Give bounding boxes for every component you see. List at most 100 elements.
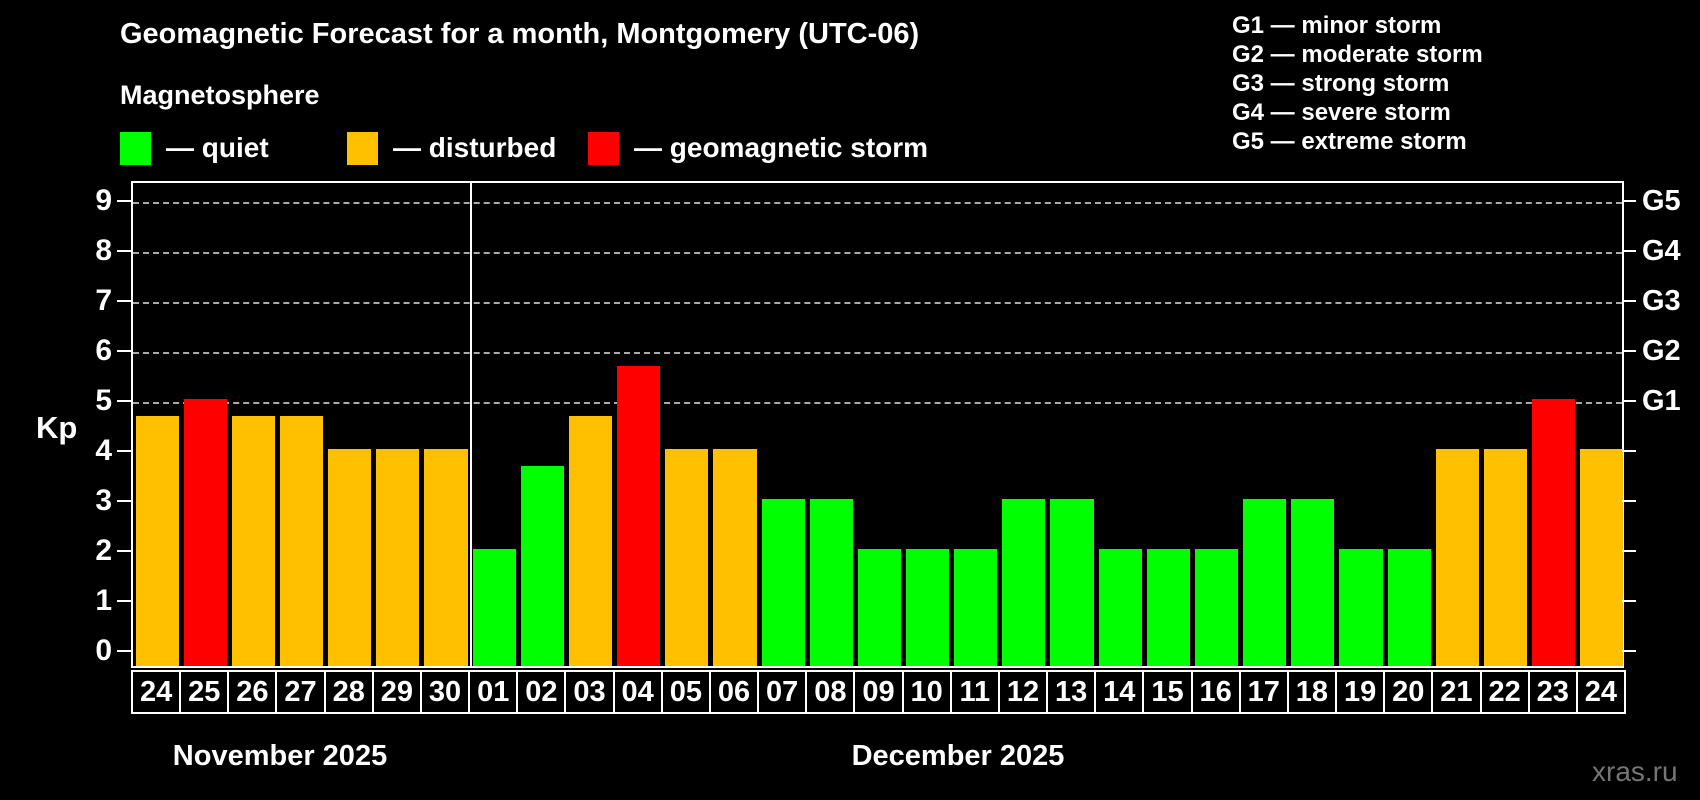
day-label: 03	[564, 670, 615, 714]
kp-bar-quiet	[1387, 549, 1431, 666]
bar-slot	[229, 183, 277, 666]
legend-item-disturbed: — disturbed	[347, 131, 556, 165]
bar-slot	[855, 183, 903, 666]
disturbed-color-swatch	[347, 131, 378, 165]
kp-bar-quiet	[1194, 549, 1239, 666]
day-label: 19	[1335, 670, 1386, 714]
day-label: 27	[275, 670, 326, 714]
kp-bar-disturbed	[1580, 449, 1624, 666]
bar-slot	[1481, 183, 1529, 666]
g-scale-label-g4: G4	[1642, 235, 1681, 267]
kp-bar-quiet	[472, 549, 516, 666]
g-scale-label-g2: G2	[1642, 335, 1681, 367]
bar-slot	[133, 183, 181, 666]
bar-slot	[518, 183, 566, 666]
kp-bar-quiet	[1146, 549, 1190, 666]
g-scale-label-g3: G3	[1642, 285, 1681, 317]
bar-slot	[1289, 183, 1337, 666]
gridline-g3	[133, 302, 1622, 304]
day-label: 11	[949, 670, 1000, 714]
kp-bar-quiet	[1098, 549, 1142, 666]
bar-slot	[326, 183, 374, 666]
kp-bar-storm	[1532, 399, 1576, 666]
gridline-g2	[133, 352, 1622, 354]
kp-tick-label: 3	[95, 484, 112, 517]
quiet-color-swatch	[120, 131, 151, 165]
kp-tick-label: 9	[95, 184, 112, 217]
day-label: 16	[1190, 670, 1241, 714]
bar-slot	[1000, 183, 1048, 666]
kp-bar-disturbed	[279, 415, 324, 666]
kp-bar-disturbed	[1435, 449, 1479, 666]
kp-bar-disturbed	[231, 415, 275, 666]
day-label: 13	[1046, 670, 1097, 714]
kp-bar-disturbed	[424, 449, 468, 666]
bar-slot	[711, 183, 759, 666]
bar-slot	[1096, 183, 1144, 666]
storm-color-swatch	[588, 131, 619, 165]
bar-slot	[277, 183, 325, 666]
bar-slot	[904, 183, 952, 666]
bars-layer	[133, 183, 1624, 666]
right-axis-tick	[1622, 300, 1636, 302]
storm-scale-legend-line: G5 — extreme storm	[1232, 128, 1467, 155]
kp-bar-disturbed	[665, 449, 709, 666]
day-label: 20	[1383, 670, 1434, 714]
chart-title: Geomagnetic Forecast for a month, Montgo…	[120, 18, 920, 50]
g-scale-label-g5: G5	[1642, 185, 1681, 217]
day-label: 12	[997, 670, 1049, 714]
bar-slot	[663, 183, 711, 666]
left-axis-tick	[117, 250, 131, 252]
bar-slot	[952, 183, 1000, 666]
day-label: 14	[1094, 670, 1145, 714]
kp-bar-storm	[617, 365, 661, 666]
gridline-g5	[133, 202, 1622, 204]
bar-slot	[615, 183, 663, 666]
kp-bar-quiet	[809, 499, 853, 666]
kp-bar-quiet	[906, 549, 950, 666]
left-axis-tick	[117, 600, 131, 602]
bar-slot	[1241, 183, 1289, 666]
month-label-december: December 2025	[851, 740, 1065, 772]
right-axis-tick	[1622, 550, 1636, 552]
day-label: 04	[612, 670, 663, 714]
bar-slot	[1433, 183, 1481, 666]
right-axis-tick	[1622, 400, 1636, 402]
kp-bar-quiet	[1050, 499, 1094, 666]
right-axis-tick	[1622, 450, 1636, 452]
g-scale-label-g1: G1	[1642, 385, 1681, 417]
day-label: 06	[708, 670, 760, 714]
left-axis-tick	[117, 200, 131, 202]
day-label: 26	[227, 670, 278, 714]
day-label: 30	[419, 670, 471, 714]
bar-slot	[807, 183, 855, 666]
bar-slot	[1048, 183, 1096, 666]
bar-slot	[1337, 183, 1385, 666]
left-axis-tick	[117, 550, 131, 552]
bar-slot	[181, 183, 229, 666]
legend-label-disturbed: — disturbed	[393, 132, 557, 163]
watermark: xras.ru	[1592, 756, 1678, 787]
left-axis-tick	[117, 400, 131, 402]
day-label: 05	[660, 670, 711, 714]
y-axis-title: Kp	[36, 410, 78, 445]
bar-slot	[1144, 183, 1192, 666]
kp-bar-quiet	[1243, 499, 1287, 666]
kp-tick-label: 7	[95, 284, 112, 317]
kp-bar-disturbed	[328, 449, 372, 666]
day-label: 23	[1527, 670, 1578, 714]
day-labels-row: 24 25 26 27 28 29 30 01 02 03 04 05 06 07 08 09 10 11 12 13…	[131, 670, 1626, 714]
left-axis-tick	[117, 350, 131, 352]
bar-slot	[566, 183, 614, 666]
kp-bar-disturbed	[135, 415, 179, 666]
storm-scale-legend-line: G3 — strong storm	[1232, 70, 1450, 97]
left-axis-tick	[117, 450, 131, 452]
kp-tick-label: 5	[95, 384, 112, 417]
kp-tick-label: 4	[95, 434, 112, 467]
kp-tick-label: 1	[95, 584, 112, 617]
legend-item-storm: — geomagnetic storm	[588, 131, 928, 165]
storm-scale-legend-line: G4 — severe storm	[1232, 99, 1451, 126]
bar-slot	[759, 183, 807, 666]
day-label: 02	[516, 670, 567, 714]
